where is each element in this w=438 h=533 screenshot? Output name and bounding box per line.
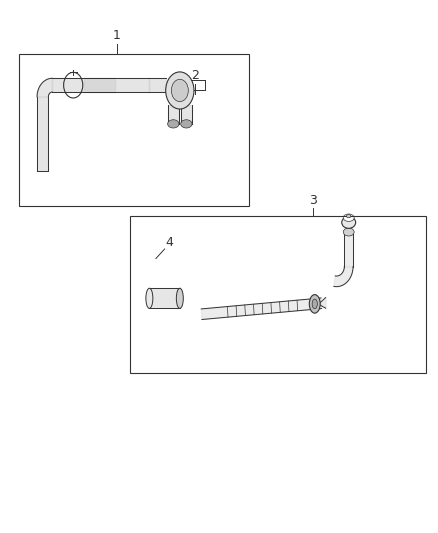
Ellipse shape — [181, 120, 192, 128]
Ellipse shape — [168, 120, 179, 128]
Polygon shape — [334, 266, 353, 287]
Ellipse shape — [146, 288, 153, 309]
Text: 1: 1 — [113, 29, 120, 42]
Text: 4: 4 — [165, 236, 173, 249]
Ellipse shape — [346, 215, 351, 217]
Bar — [19, 54, 250, 206]
Ellipse shape — [343, 214, 354, 221]
Ellipse shape — [342, 216, 356, 228]
Ellipse shape — [309, 295, 320, 313]
Text: 3: 3 — [309, 193, 317, 207]
Ellipse shape — [171, 79, 188, 102]
Text: 2: 2 — [191, 69, 199, 82]
Bar — [130, 216, 426, 373]
Ellipse shape — [312, 299, 318, 309]
Ellipse shape — [166, 72, 194, 109]
Ellipse shape — [343, 228, 354, 236]
Polygon shape — [201, 298, 321, 319]
Ellipse shape — [177, 288, 184, 309]
Polygon shape — [37, 78, 52, 97]
